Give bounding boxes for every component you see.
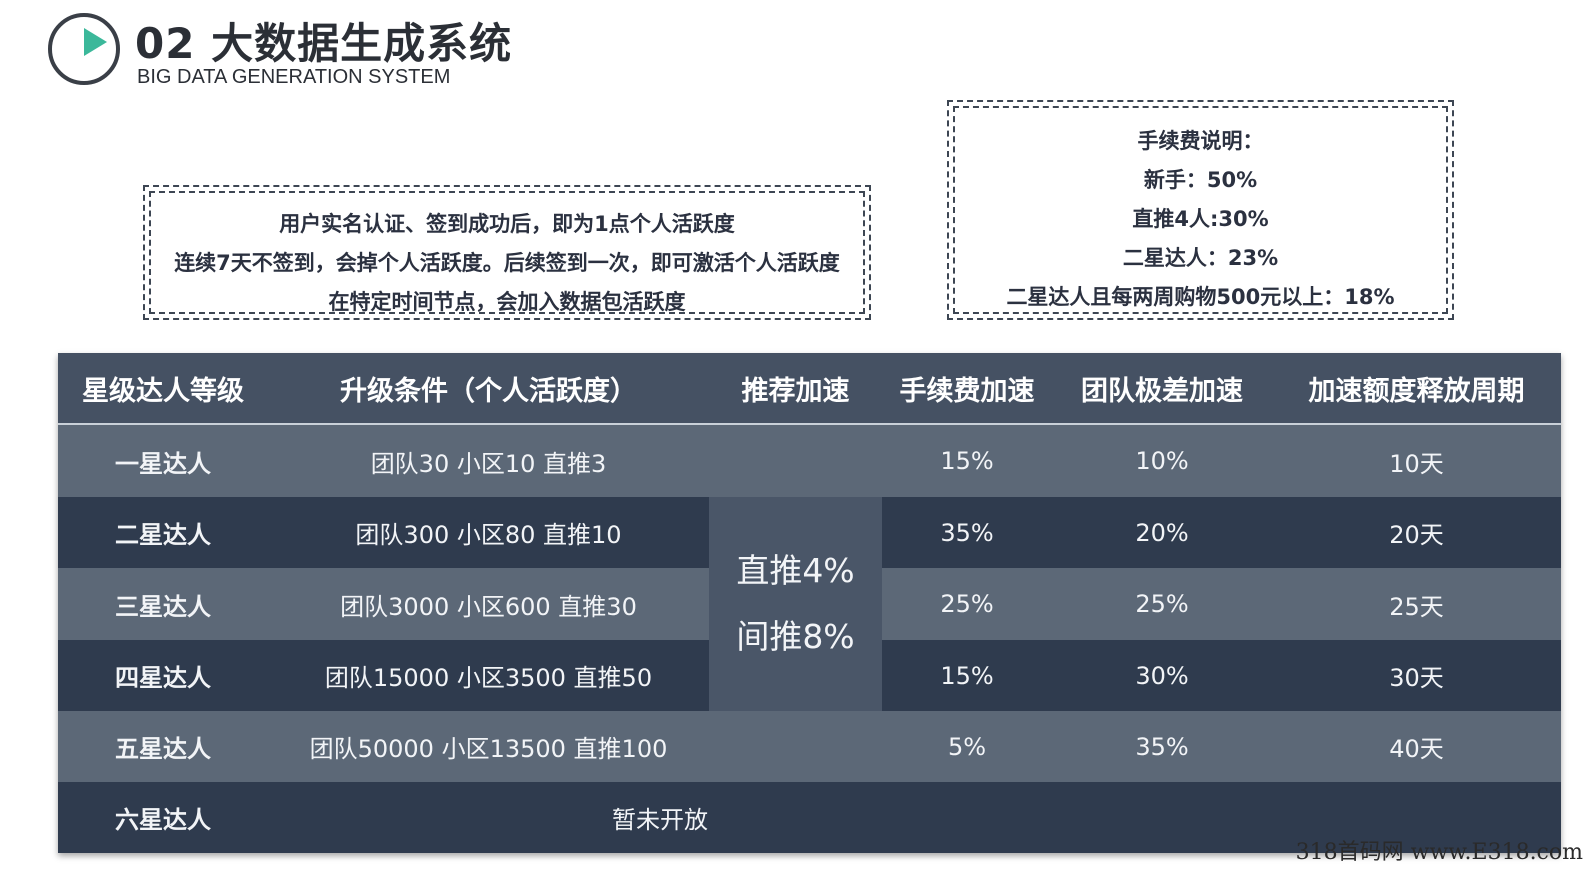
- condition-cell: 暂未开放: [612, 806, 708, 834]
- activity-note-line: 用户实名认证、签到成功后，即为1点个人活跃度: [279, 212, 735, 236]
- table-row: 一星达人 团队30 小区10 直推3 15% 10% 10天: [58, 425, 1561, 497]
- recommend-merged-cell: 直推4% 间推8%: [709, 497, 882, 711]
- condition-cell: 团队50000 小区13500 直推100: [309, 735, 668, 763]
- level-cell: 六星达人: [115, 806, 211, 834]
- condition-cell: 团队3000 小区600 直推30: [340, 592, 637, 621]
- activity-note-line: 在特定时间节点，会加入数据包活跃度: [328, 290, 686, 314]
- level-cell: 二星达人: [115, 521, 211, 549]
- watermark: 318首码网 www.E318.com: [1295, 840, 1583, 865]
- level-cell: 五星达人: [115, 735, 211, 763]
- fee-cell: 5%: [947, 732, 987, 761]
- fee-note-box: 手续费说明： 新手：50% 直推4人:30% 二星达人：23% 二星达人且每两周…: [947, 100, 1454, 320]
- team-cell: 10%: [1135, 447, 1189, 475]
- condition-cell: 团队300 小区80 直推10: [355, 521, 622, 549]
- fee-note-title: 手续费说明：: [1137, 129, 1264, 153]
- header-period: 加速额度释放周期: [1308, 376, 1525, 407]
- fee-cell: 35%: [940, 518, 994, 547]
- header-fee: 手续费加速: [899, 376, 1035, 407]
- period-cell: 10天: [1389, 449, 1444, 478]
- header-condition: 升级条件（个人活跃度）: [340, 376, 637, 407]
- condition-cell: 团队15000 小区3500 直推50: [324, 664, 653, 692]
- fee-cell: 25%: [940, 590, 994, 618]
- header-level: 星级达人等级: [82, 376, 244, 407]
- fee-cell: 15%: [940, 661, 994, 690]
- team-cell: 20%: [1135, 518, 1189, 547]
- fee-note-line: 二星达人：23%: [1122, 246, 1279, 270]
- page-title: 02 大数据生成系统: [135, 19, 513, 68]
- level-cell: 三星达人: [115, 592, 211, 621]
- team-cell: 30%: [1135, 661, 1189, 690]
- fee-note-line: 新手：50%: [1143, 168, 1258, 192]
- fee-cell: 15%: [940, 447, 994, 475]
- fee-note-line: 二星达人且每两周购物500元以上：18%: [1006, 285, 1395, 309]
- logo: [48, 13, 120, 85]
- period-cell: 25天: [1389, 592, 1444, 621]
- level-cell: 一星达人: [115, 449, 211, 478]
- table-row: 六星达人 暂未开放: [58, 782, 1561, 853]
- level-table: 星级达人等级 升级条件（个人活跃度） 推荐加速 手续费加速 团队极差加速 加速额…: [58, 353, 1561, 853]
- fee-note-line: 直推4人:30%: [1132, 207, 1269, 231]
- period-cell: 20天: [1389, 521, 1444, 549]
- team-cell: 25%: [1135, 590, 1189, 618]
- header-recommend: 推荐加速: [741, 376, 850, 407]
- period-cell: 40天: [1389, 735, 1444, 763]
- period-cell: 30天: [1389, 664, 1444, 692]
- condition-cell: 团队30 小区10 直推3: [370, 449, 607, 478]
- activity-note-box: 用户实名认证、签到成功后，即为1点个人活跃度 连续7天不签到，会掉个人活跃度。后…: [143, 185, 871, 320]
- table-row: 五星达人 团队50000 小区13500 直推100 5% 35% 40天: [58, 711, 1561, 782]
- team-cell: 35%: [1135, 732, 1189, 761]
- recommend-direct: 直推4%: [736, 551, 855, 590]
- play-icon: [84, 28, 107, 56]
- page-subtitle: BIG DATA GENERATION SYSTEM: [137, 66, 451, 88]
- header-team: 团队极差加速: [1081, 376, 1243, 407]
- level-cell: 四星达人: [115, 664, 211, 692]
- table-header: 星级达人等级 升级条件（个人活跃度） 推荐加速 手续费加速 团队极差加速 加速额…: [58, 353, 1561, 425]
- recommend-indirect: 间推8%: [736, 617, 855, 656]
- activity-note-line: 连续7天不签到，会掉个人活跃度。后续签到一次，即可激活个人活跃度: [174, 251, 840, 275]
